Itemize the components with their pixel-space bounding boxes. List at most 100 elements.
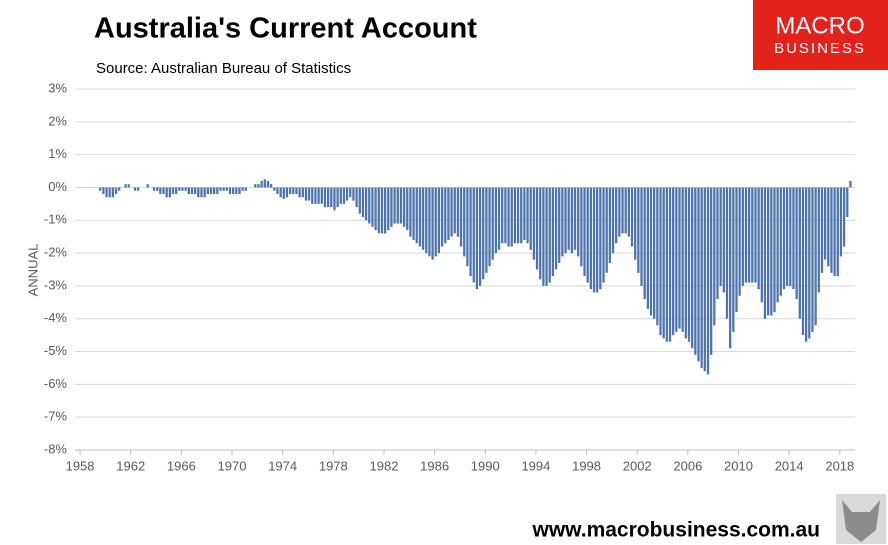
bar: [722, 187, 725, 293]
bar: [672, 187, 675, 336]
bar: [307, 187, 311, 201]
bar: [285, 187, 289, 198]
bar: [238, 187, 241, 195]
bar: [184, 187, 187, 191]
bar: [634, 187, 637, 260]
bar: [662, 187, 665, 339]
bar: [782, 187, 786, 290]
y-tick-label: 2%: [48, 113, 67, 128]
x-tick-label: 1958: [66, 458, 95, 473]
bar: [396, 187, 399, 224]
bar: [456, 187, 460, 237]
x-tick-label: 2018: [825, 458, 854, 473]
bar: [833, 187, 836, 277]
bar: [393, 187, 396, 224]
bar: [611, 187, 615, 254]
bar: [364, 187, 368, 221]
bar: [409, 187, 412, 237]
bar: [763, 187, 767, 319]
bar: [421, 187, 425, 250]
bar: [162, 187, 165, 195]
bar: [814, 187, 817, 326]
bar: [599, 187, 602, 290]
bar: [399, 187, 403, 224]
bar: [288, 187, 292, 195]
bar: [431, 187, 434, 260]
y-tick-label: -5%: [44, 343, 68, 358]
bar: [482, 187, 485, 280]
bar: [501, 187, 504, 244]
bar: [257, 184, 260, 188]
bar: [146, 184, 149, 188]
bar: [586, 187, 589, 283]
bar: [744, 187, 748, 283]
bar: [374, 187, 377, 231]
bar: [459, 187, 463, 247]
bar: [488, 187, 491, 267]
bar: [235, 187, 238, 195]
bar: [754, 187, 757, 283]
x-tick-label: 1986: [420, 458, 449, 473]
bar: [691, 187, 694, 349]
bar: [152, 187, 156, 191]
bar: [738, 187, 741, 296]
bar: [415, 187, 418, 244]
bar: [478, 187, 482, 286]
bar: [133, 187, 137, 191]
bar: [773, 187, 776, 313]
bar: [352, 187, 355, 201]
bar: [175, 187, 178, 195]
bar: [589, 187, 593, 290]
wolf-icon: [836, 494, 886, 544]
bar: [770, 187, 773, 316]
bar: [694, 187, 697, 355]
bar: [383, 187, 387, 234]
bar: [206, 187, 209, 195]
bar: [494, 187, 498, 254]
y-tick-label: -1%: [44, 212, 68, 227]
bar: [213, 187, 216, 195]
bar: [621, 187, 624, 234]
bar: [608, 187, 611, 263]
y-tick-label: -8%: [44, 441, 68, 456]
bar: [535, 187, 539, 270]
bar: [577, 187, 580, 257]
bar: [349, 187, 352, 198]
bar: [839, 187, 843, 257]
bar: [760, 187, 763, 303]
bar: [232, 187, 235, 195]
bar: [526, 187, 529, 244]
bar: [244, 187, 247, 191]
bar: [817, 187, 820, 293]
bar: [570, 187, 574, 254]
chart-subtitle: Source: Australian Bureau of Statistics: [96, 60, 351, 77]
bar: [580, 187, 583, 267]
bar: [729, 187, 732, 349]
bar: [808, 187, 811, 339]
bar: [387, 187, 390, 231]
bar: [779, 187, 782, 296]
bar: [649, 187, 653, 316]
bar: [342, 187, 346, 204]
bar: [640, 187, 643, 286]
x-tick-label: 1978: [319, 458, 348, 473]
bar: [266, 180, 270, 188]
bar: [194, 187, 197, 195]
bar: [789, 187, 792, 286]
bar: [678, 187, 681, 329]
bar: [336, 187, 339, 208]
bar: [520, 187, 523, 244]
bar: [653, 187, 656, 319]
bar: [618, 187, 621, 237]
bar: [602, 187, 605, 283]
bar: [823, 187, 827, 260]
bar: [181, 187, 184, 191]
bar: [675, 187, 678, 332]
bar: [156, 187, 159, 191]
bar: [776, 187, 779, 303]
bar: [659, 187, 662, 336]
bar: [665, 187, 668, 342]
bar: [187, 187, 190, 195]
bar: [592, 187, 596, 293]
bar: [485, 187, 488, 273]
